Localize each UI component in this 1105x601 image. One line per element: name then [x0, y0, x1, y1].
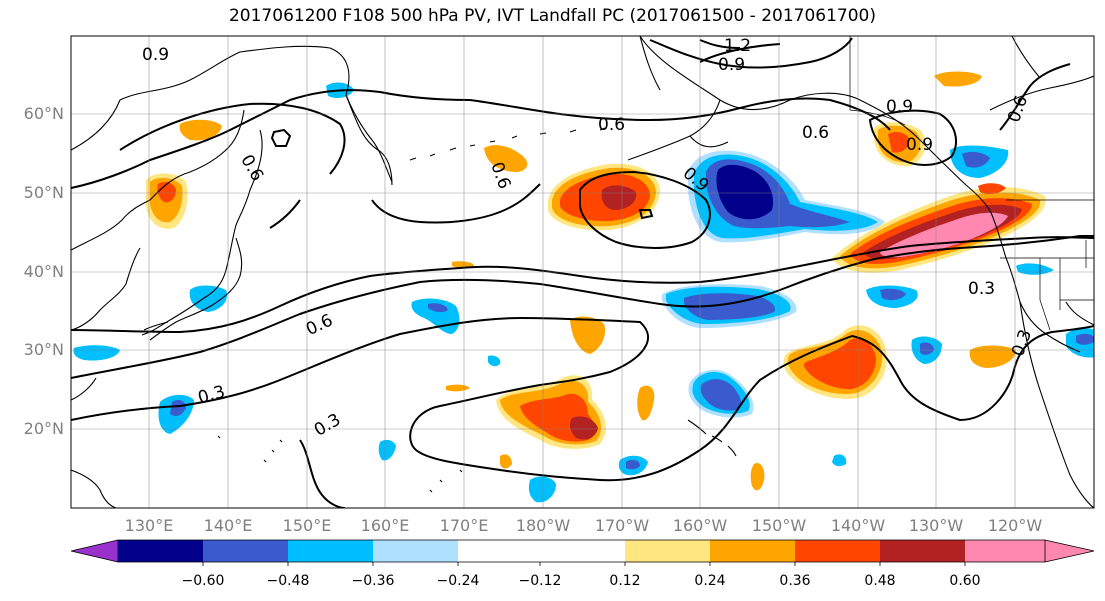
lon-label: 150°W: [751, 516, 807, 535]
coastlines: [71, 36, 1094, 508]
colorbar-tick-label: −0.48: [266, 573, 310, 589]
positive-anomaly-hawaii-ne: [783, 325, 887, 399]
contour-label: 0.9: [142, 45, 169, 65]
colorbar-tick-label: 0.60: [949, 573, 981, 589]
lat-label: 20°N: [23, 419, 64, 438]
lon-label: 170°E: [439, 516, 489, 535]
contour-label: 0.9: [718, 55, 745, 75]
contour-label: 0.6: [303, 310, 336, 340]
contour-label: 0.3: [196, 382, 227, 408]
colorbar-bin: [710, 540, 795, 562]
lon-label: 130°E: [124, 516, 174, 535]
colorbar-tick-label: −0.36: [351, 573, 395, 589]
contour-label: 0.6: [802, 123, 829, 143]
colorbar-bin: [288, 540, 373, 562]
lon-label: 170°W: [594, 516, 650, 535]
colorbar-tick-label: −0.60: [181, 573, 225, 589]
lat-label: 30°N: [23, 340, 64, 359]
colorbar-bin: [203, 540, 288, 562]
positive-anomaly-central-north-pacific: [548, 163, 660, 231]
positive-anomaly-subtropical-180: [496, 375, 606, 449]
lon-label: 180°W: [515, 516, 571, 535]
map-title: 2017061200 F108 500 hPa PV, IVT Landfall…: [228, 6, 876, 26]
contour-label: 0.6: [598, 115, 625, 135]
contour-label: 0.3: [311, 410, 344, 441]
colorbar-extend-high: [1044, 539, 1095, 563]
colorbar-bin: [373, 540, 458, 562]
map-frame: [70, 35, 1095, 509]
negative-anomaly-bering: [688, 150, 885, 243]
contour-label: 0.9: [886, 97, 913, 117]
pv-contours: [71, 37, 1094, 508]
colorbar-bin: [118, 540, 203, 562]
colorbar-tick-label: −0.12: [518, 573, 562, 589]
lon-label: 150°E: [282, 516, 332, 535]
colorbar-bin: [795, 540, 880, 562]
lat-label: 40°N: [23, 262, 64, 281]
lat-label: 60°N: [23, 104, 64, 123]
lon-label: 160°W: [672, 516, 728, 535]
contour-label-group: 0.9 1.2 0.9 0.6 0.6 0.9 0.6 0.9 0.9 0.6 …: [142, 36, 1036, 441]
contour-label: 0.3: [1008, 327, 1036, 359]
contour-label: 1.2: [724, 36, 751, 56]
negative-anomaly-hawaii-west: [688, 369, 754, 418]
lat-label: 50°N: [23, 183, 64, 202]
colorbar-bin: [880, 540, 965, 562]
map-content: [71, 36, 1094, 508]
colorbar-tick-label: 0.36: [779, 573, 811, 589]
colorbar: [70, 539, 1095, 566]
lon-label: 140°E: [203, 516, 253, 535]
colorbar-bin: [458, 540, 625, 562]
colorbar-bin: [965, 540, 1045, 562]
contour-label: 0.6: [236, 151, 267, 184]
colorbar-tick-label: 0.12: [609, 573, 641, 589]
colorbar-extend-low: [70, 539, 119, 563]
colorbar-tick-label: 0.48: [864, 573, 896, 589]
lon-label: 140°W: [830, 516, 886, 535]
contour-label: 0.6: [1004, 93, 1032, 125]
lon-label: 160°E: [360, 516, 410, 535]
contour-label: 0.3: [968, 279, 995, 299]
lon-label: 120°W: [987, 516, 1043, 535]
colorbar-bin: [625, 540, 710, 562]
contour-label: 0.9: [906, 135, 933, 155]
colorbar-tick-label: 0.24: [694, 573, 726, 589]
graticule: [71, 36, 1094, 508]
lon-label: 130°W: [908, 516, 964, 535]
colorbar-tick-label: −0.24: [436, 573, 480, 589]
